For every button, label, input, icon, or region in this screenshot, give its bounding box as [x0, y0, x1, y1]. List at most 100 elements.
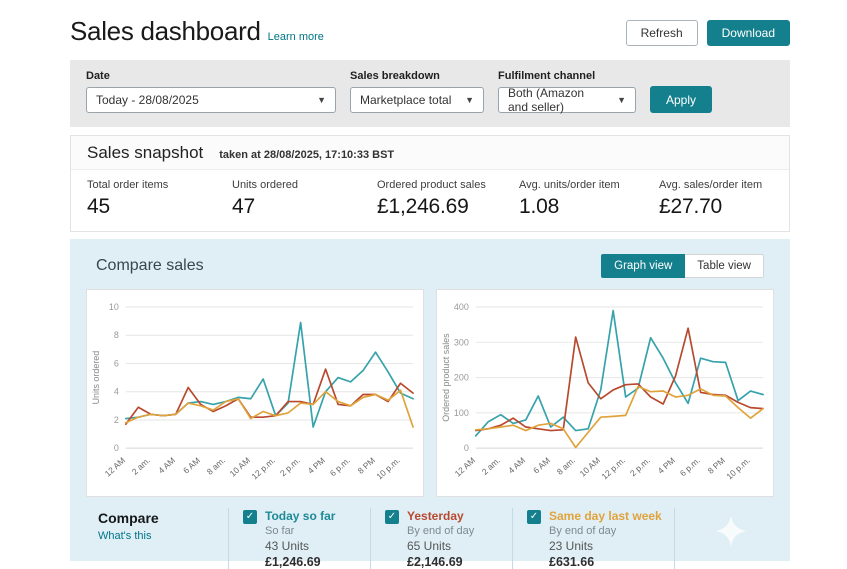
metric-value: £1,246.69: [377, 195, 469, 218]
table-view-button[interactable]: Table view: [685, 254, 764, 278]
legend-entry-same-day-last-week: ✓ Same day last week By end of day 23 Un…: [512, 508, 675, 569]
y-tick-label: 0: [464, 443, 469, 453]
y-axis-label: Units ordered: [91, 351, 101, 405]
metric-avg-sales-per-order: Avg. sales/order item £27.70: [659, 179, 762, 219]
whats-this-link[interactable]: What's this: [98, 530, 152, 542]
x-tick-label: 12 p.m.: [599, 455, 627, 481]
x-tick-label: 2 am.: [480, 455, 502, 477]
today-checkbox[interactable]: ✓: [243, 510, 257, 524]
legend-name: Yesterday: [407, 509, 464, 523]
y-tick-label: 8: [114, 330, 119, 340]
sales-breakdown-select[interactable]: Marketplace total ▼: [350, 87, 484, 113]
sales-snapshot-card: Sales snapshot taken at 28/08/2025, 17:1…: [70, 135, 790, 232]
y-tick-label: 2: [114, 415, 119, 425]
y-tick-label: 4: [114, 387, 119, 397]
fulfilment-channel-select[interactable]: Both (Amazon and seller) ▼: [498, 86, 636, 114]
y-tick-label: 100: [454, 408, 469, 418]
x-tick-label: 2 am.: [130, 455, 152, 477]
refresh-button[interactable]: Refresh: [625, 20, 698, 46]
metric-avg-units-per-order: Avg. units/order item 1.08: [519, 179, 659, 219]
chevron-down-icon: ▼: [317, 95, 326, 105]
metric-ordered-product-sales: Ordered product sales £1,246.69: [377, 179, 519, 219]
apply-button[interactable]: Apply: [650, 86, 713, 113]
x-tick-label: 4 PM: [656, 455, 677, 476]
legend-units: 43 Units: [265, 539, 310, 553]
x-tick-label: 2 p.m.: [628, 455, 652, 478]
x-tick-label: 4 PM: [306, 455, 327, 476]
x-tick-label: 4 AM: [506, 455, 527, 475]
x-tick-label: 2 p.m.: [278, 455, 302, 478]
snapshot-timestamp: taken at 28/08/2025, 17:10:33 BST: [219, 149, 395, 161]
metric-label: Avg. sales/order item: [659, 179, 763, 191]
y-tick-label: 300: [454, 337, 469, 347]
x-tick-label: 6 AM: [181, 455, 202, 475]
legend-subtitle: By end of day: [407, 525, 475, 537]
metric-units-ordered: Units ordered 47: [232, 179, 377, 219]
x-tick-label: 6 p.m.: [678, 455, 702, 478]
compare-legend: Compare What's this ✓ Today so far So fa…: [86, 508, 774, 569]
sales-breakdown-label: Sales breakdown: [350, 70, 440, 82]
chevron-down-icon: ▼: [465, 95, 474, 105]
metric-value: £27.70: [659, 195, 723, 218]
x-tick-label: 10 AM: [228, 455, 252, 478]
date-filter-label: Date: [86, 70, 110, 82]
legend-sales: £2,146.69: [407, 555, 463, 569]
series-line: [474, 309, 764, 437]
x-tick-label: 8 am.: [555, 455, 577, 477]
yesterday-checkbox[interactable]: ✓: [385, 510, 399, 524]
x-tick-label: 10 p.m.: [724, 455, 752, 481]
y-tick-label: 200: [454, 373, 469, 383]
ordered-product-sales-chart: 0 100 200 300 400 12 AM 2 am. 4 AM 6 AM 8 am. 10 A…: [441, 302, 764, 481]
fulfilment-channel-label: Fulfilment channel: [498, 70, 596, 82]
legend-name: Today so far: [265, 509, 336, 523]
view-toggle: Graph view Table view: [601, 254, 764, 278]
snapshot-metrics: Total order items 45 Units ordered 47 Or…: [71, 170, 789, 231]
date-select[interactable]: Today - 28/08/2025 ▼: [86, 87, 336, 113]
legend-sales: £1,246.69: [265, 555, 321, 569]
metric-value: 45: [87, 195, 110, 218]
graph-view-button[interactable]: Graph view: [601, 254, 686, 278]
sales-dashboard-page: Sales dashboard Learn more Refresh Downl…: [70, 0, 790, 569]
x-tick-label: 6 AM: [531, 455, 552, 475]
legend-subtitle: So far: [265, 525, 295, 537]
learn-more-link[interactable]: Learn more: [267, 31, 324, 43]
series-line: [124, 389, 414, 428]
same-day-last-week-checkbox[interactable]: ✓: [527, 510, 541, 524]
x-tick-label: 12 AM: [103, 455, 127, 478]
x-tick-label: 6 p.m.: [328, 455, 352, 478]
sales-breakdown-value: Marketplace total: [360, 93, 452, 107]
metric-value: 47: [232, 195, 255, 218]
download-button[interactable]: Download: [706, 20, 790, 46]
filter-bar: Date Today - 28/08/2025 ▼ Sales breakdow…: [70, 60, 790, 127]
metric-label: Units ordered: [232, 179, 299, 191]
date-select-value: Today - 28/08/2025: [96, 93, 199, 107]
y-axis-label: Ordered product sales: [441, 333, 451, 422]
legend-subtitle: By end of day: [549, 525, 617, 537]
legend-entry-yesterday: ✓ Yesterday By end of day 65 Units £2,14…: [370, 508, 512, 569]
series-line: [474, 385, 764, 449]
y-tick-label: 10: [109, 302, 119, 312]
chevron-down-icon: ▼: [617, 95, 626, 105]
metric-label: Total order items: [87, 179, 169, 191]
ordered-product-sales-chart-card: 0 100 200 300 400 12 AM 2 am. 4 AM 6 AM 8 am. 10 A…: [436, 289, 774, 497]
compare-sales-panel: Compare sales Graph view Table view 0 2 4 6…: [70, 239, 790, 569]
legend-units: 23 Units: [549, 539, 594, 553]
legend-entry-today: ✓ Today so far So far 43 Units £1,246.69: [228, 508, 370, 569]
legend-name: Same day last week: [549, 509, 662, 523]
metric-total-order-items: Total order items 45: [87, 179, 232, 219]
metric-label: Ordered product sales: [377, 179, 486, 191]
x-tick-label: 12 p.m.: [249, 455, 277, 481]
y-tick-label: 400: [454, 302, 469, 312]
x-tick-label: 8 PM: [706, 455, 727, 476]
compare-sales-title: Compare sales: [96, 257, 204, 274]
x-tick-label: 10 AM: [578, 455, 602, 478]
sparkle-icon: [714, 514, 748, 553]
legend-sales: £631.66: [549, 555, 595, 569]
units-ordered-chart-card: 0 2 4 6 8 10 12 AM 2 am. 4 AM 6 AM 8 am. 10 AM 12 p.…: [86, 289, 424, 497]
x-tick-label: 8 am.: [205, 455, 227, 477]
metric-label: Avg. units/order item: [519, 179, 620, 191]
page-header: Sales dashboard Learn more Refresh Downl…: [70, 0, 790, 47]
metric-value: 1.08: [519, 195, 560, 218]
x-tick-label: 12 AM: [453, 455, 477, 478]
